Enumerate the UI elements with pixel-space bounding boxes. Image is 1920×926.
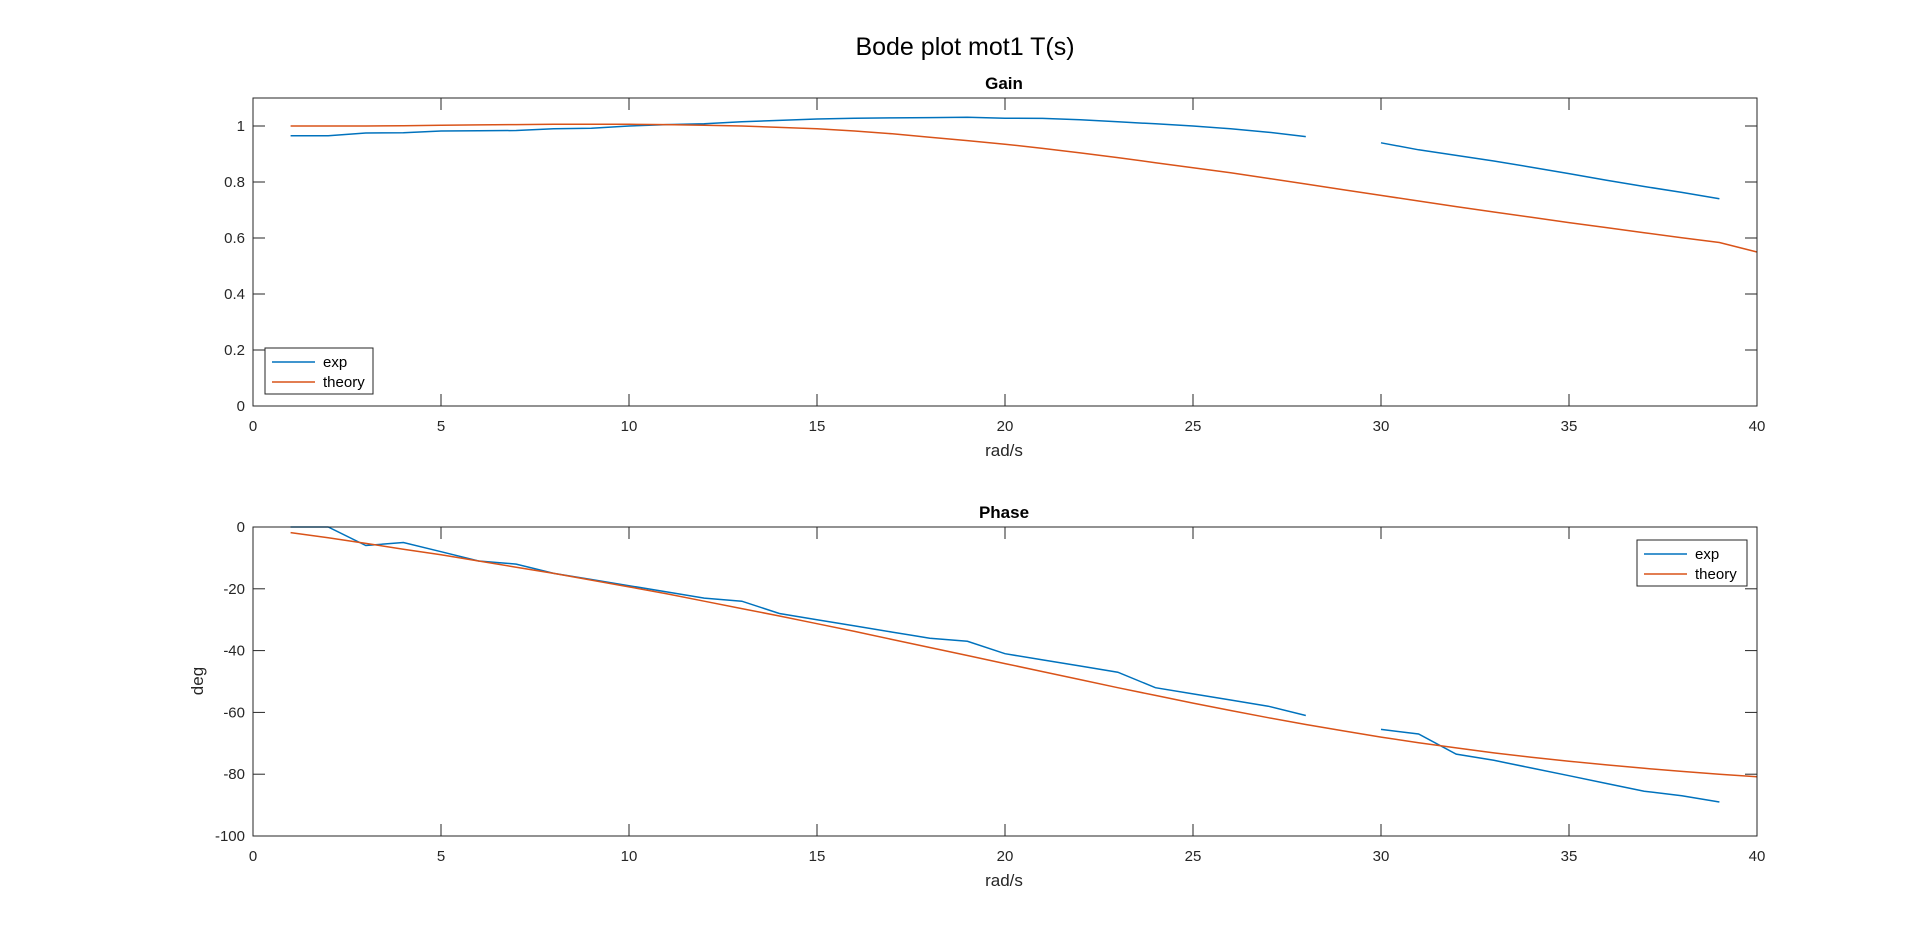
x-tick-label: 40 xyxy=(1749,418,1766,435)
x-tick-label: 25 xyxy=(1185,848,1202,865)
legend-label-exp: exp xyxy=(1695,546,1719,563)
gain-axes: Gain 0 5 10 15 20 25 30 35 40 0 0.2 0.4 0.6 0.8 1 rad/… xyxy=(224,74,1765,460)
x-tick-label: 0 xyxy=(249,848,257,865)
x-tick-label: 30 xyxy=(1373,848,1390,865)
x-tick-label: 10 xyxy=(621,418,638,435)
x-tick-label: 0 xyxy=(249,418,257,435)
y-tick-label: 0 xyxy=(237,519,245,536)
legend-box xyxy=(1636,539,1748,587)
series-line-exp xyxy=(1380,142,1720,200)
x-tick-label: 40 xyxy=(1749,848,1766,865)
x-tick-label: 35 xyxy=(1561,418,1578,435)
series-line-exp xyxy=(1380,728,1720,803)
x-tick-label: 5 xyxy=(437,848,445,865)
series-line-theory xyxy=(290,123,1758,253)
y-tick-label: 0.6 xyxy=(224,230,245,247)
y-tick-label: 0.4 xyxy=(224,286,245,303)
y-tick-label: 0.2 xyxy=(224,342,245,359)
x-tick-label: 5 xyxy=(437,418,445,435)
x-tick-label: 15 xyxy=(809,418,826,435)
y-tick-label: 1 xyxy=(237,118,245,135)
gain-ticks: 0 5 10 15 20 25 30 35 40 0 0.2 0.4 0.6 0.8 1 xyxy=(224,98,1765,435)
y-tick-label: -60 xyxy=(223,704,245,721)
x-tick-label: 20 xyxy=(997,418,1014,435)
series-line-theory xyxy=(290,531,1758,778)
gain-legend: exp theory xyxy=(264,347,374,395)
y-tick-label: -100 xyxy=(215,828,245,845)
legend-label-theory: theory xyxy=(323,374,365,391)
figure-title: Bode plot mot1 T(s) xyxy=(855,33,1074,61)
y-tick-label: 0 xyxy=(237,398,245,415)
x-tick-label: 15 xyxy=(809,848,826,865)
x-tick-label: 20 xyxy=(997,848,1014,865)
phase-title: Phase xyxy=(979,503,1029,522)
y-tick-label: -80 xyxy=(223,766,245,783)
phase-axes-frame xyxy=(252,526,1758,837)
phase-legend: exp theory xyxy=(1636,539,1748,587)
y-tick-label: 0.8 xyxy=(224,174,245,191)
phase-axes: Phase 0 5 10 15 20 25 30 35 40 -100 -80 -60 -40 -200 … xyxy=(188,503,1765,890)
phase-ticks: 0 5 10 15 20 25 30 35 40 -100 -80 -60 -40 -20 0 xyxy=(215,519,1765,865)
legend-label-theory: theory xyxy=(1695,566,1737,583)
y-tick-label: -20 xyxy=(223,581,245,598)
x-tick-label: 10 xyxy=(621,848,638,865)
legend-label-exp: exp xyxy=(323,354,347,371)
legend-box xyxy=(264,347,374,395)
x-tick-label: 30 xyxy=(1373,418,1390,435)
series-line-exp xyxy=(290,526,1306,717)
gain-xlabel: rad/s xyxy=(985,441,1023,460)
series-line-exp xyxy=(290,116,1306,138)
y-tick-label: -40 xyxy=(223,643,245,660)
x-tick-label: 35 xyxy=(1561,848,1578,865)
gain-axes-frame xyxy=(252,97,1758,407)
gain-series xyxy=(290,116,1758,253)
phase-ylabel: deg xyxy=(188,667,207,695)
phase-xlabel: rad/s xyxy=(985,871,1023,890)
gain-title: Gain xyxy=(985,74,1023,93)
phase-series xyxy=(290,526,1758,803)
x-tick-label: 25 xyxy=(1185,418,1202,435)
